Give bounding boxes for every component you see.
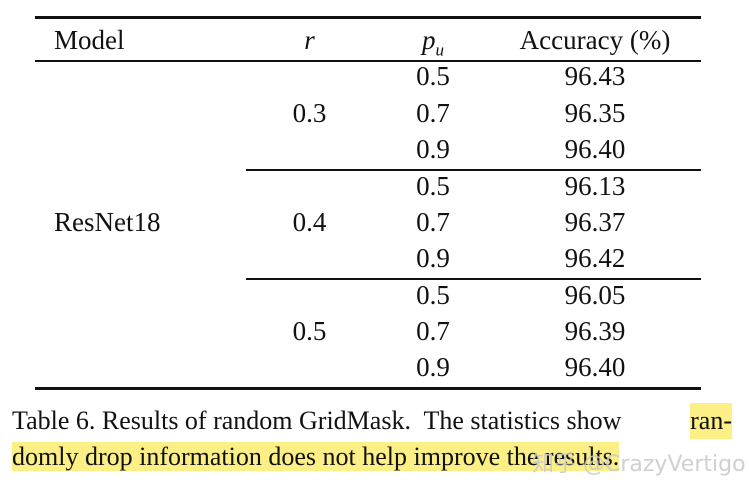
pu-cell: 0.7 bbox=[416, 316, 450, 346]
r-cell: 0.3 bbox=[292, 98, 327, 128]
pu-cell: 0.5 bbox=[416, 61, 450, 91]
accuracy-cell: 96.37 bbox=[564, 207, 626, 237]
pu-cell: 0.9 bbox=[416, 243, 450, 273]
group-separator bbox=[246, 169, 701, 171]
header-pu: pu bbox=[422, 25, 444, 60]
header-model: Model bbox=[54, 25, 125, 55]
header-rule bbox=[35, 60, 701, 62]
accuracy-cell: 96.13 bbox=[564, 171, 626, 201]
top-rule bbox=[35, 16, 701, 19]
accuracy-cell: 96.40 bbox=[564, 352, 626, 382]
header-r: r bbox=[304, 25, 315, 55]
header-accuracy: Accuracy (%) bbox=[519, 25, 671, 55]
caption-line-2: domly drop information does not help imp… bbox=[12, 439, 732, 475]
accuracy-cell: 96.42 bbox=[564, 243, 626, 273]
pu-cell: 0.7 bbox=[416, 98, 450, 128]
caption-highlight: ran- bbox=[690, 403, 732, 439]
pu-cell: 0.5 bbox=[416, 280, 450, 310]
caption-line-1: Table 6. Results of random GridMask. The… bbox=[12, 403, 732, 439]
accuracy-cell: 96.35 bbox=[564, 98, 626, 128]
bottom-rule bbox=[35, 387, 701, 390]
r-cell: 0.5 bbox=[292, 316, 327, 346]
accuracy-cell: 96.43 bbox=[564, 61, 626, 91]
pu-cell: 0.9 bbox=[416, 352, 450, 382]
pu-cell: 0.5 bbox=[416, 171, 450, 201]
model-cell: ResNet18 bbox=[54, 207, 161, 237]
caption-highlight: domly drop information does not help imp… bbox=[12, 442, 620, 471]
r-cell: 0.4 bbox=[292, 207, 327, 237]
accuracy-cell: 96.39 bbox=[564, 316, 626, 346]
accuracy-cell: 96.05 bbox=[564, 280, 626, 310]
pu-cell: 0.7 bbox=[416, 207, 450, 237]
table-caption: Table 6. Results of random GridMask. The… bbox=[12, 403, 732, 475]
watermark: 知乎 @CrazyVertigo bbox=[532, 452, 746, 477]
pu-cell: 0.9 bbox=[416, 134, 450, 164]
group-separator bbox=[246, 278, 701, 280]
accuracy-cell: 96.40 bbox=[564, 134, 626, 164]
